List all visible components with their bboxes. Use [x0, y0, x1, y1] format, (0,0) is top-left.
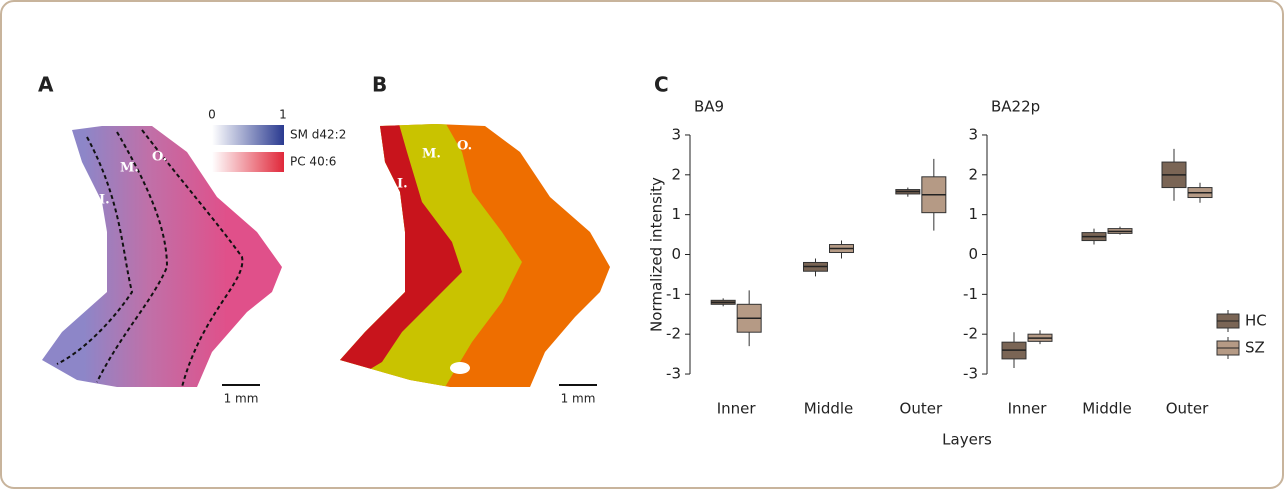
y-tick-label: -3: [666, 365, 681, 383]
x-tick-label: Outer: [1166, 400, 1209, 418]
x-tick-label: Inner: [1008, 400, 1048, 418]
chart-title: BA9: [694, 98, 724, 116]
x-tick-label: Middle: [804, 400, 854, 418]
x-tick-label: Inner: [717, 400, 757, 418]
y-tick-label: 3: [671, 125, 681, 143]
tissue-hole: [450, 362, 470, 374]
colorbar: [212, 125, 284, 145]
figure: A I. M. O. 0 1 SM d42:2 PC 40:6 1 mm B I…: [0, 0, 1284, 489]
region-label: O.: [152, 150, 167, 165]
x-axis-label: Layers: [942, 431, 992, 449]
y-tick-label: 1: [968, 205, 978, 223]
scale-label: 1 mm: [224, 392, 259, 406]
y-tick-label: -1: [963, 285, 978, 303]
y-tick-label: 1: [671, 205, 681, 223]
colorbar-label: PC 40:6: [290, 155, 336, 169]
legend-label: HC: [1245, 312, 1267, 330]
y-tick-label: -2: [963, 325, 978, 343]
scale-label: 1 mm: [561, 392, 596, 406]
y-tick-label: 2: [671, 165, 681, 183]
region-label: I.: [397, 177, 408, 192]
panel-label: B: [372, 73, 387, 97]
y-tick-label: -2: [666, 325, 681, 343]
region-label: I.: [99, 193, 110, 208]
colorbar: [212, 152, 284, 172]
colorbar-min: 0: [208, 108, 216, 122]
y-tick-label: 3: [968, 125, 978, 143]
legend-label: SZ: [1245, 339, 1265, 357]
x-tick-label: Middle: [1082, 400, 1132, 418]
y-axis-label: Normalized intensity: [648, 177, 666, 332]
y-tick-label: -3: [963, 365, 978, 383]
figure-canvas: A I. M. O. 0 1 SM d42:2 PC 40:6 1 mm B I…: [2, 2, 1282, 487]
tissue-map: [332, 117, 612, 397]
colorbar-max: 1: [279, 108, 287, 122]
region-label: M.: [120, 161, 139, 176]
x-tick-label: Outer: [900, 400, 943, 418]
panel-label: C: [654, 73, 669, 97]
y-tick-label: -1: [666, 285, 681, 303]
y-tick-label: 0: [968, 245, 978, 263]
chart-title: BA22p: [991, 98, 1040, 116]
y-tick-label: 2: [968, 165, 978, 183]
panel-label: A: [38, 73, 54, 97]
region-label: M.: [422, 147, 441, 162]
y-tick-label: 0: [671, 245, 681, 263]
region-label: O.: [457, 139, 472, 154]
colorbar-label: SM d42:2: [290, 128, 346, 142]
